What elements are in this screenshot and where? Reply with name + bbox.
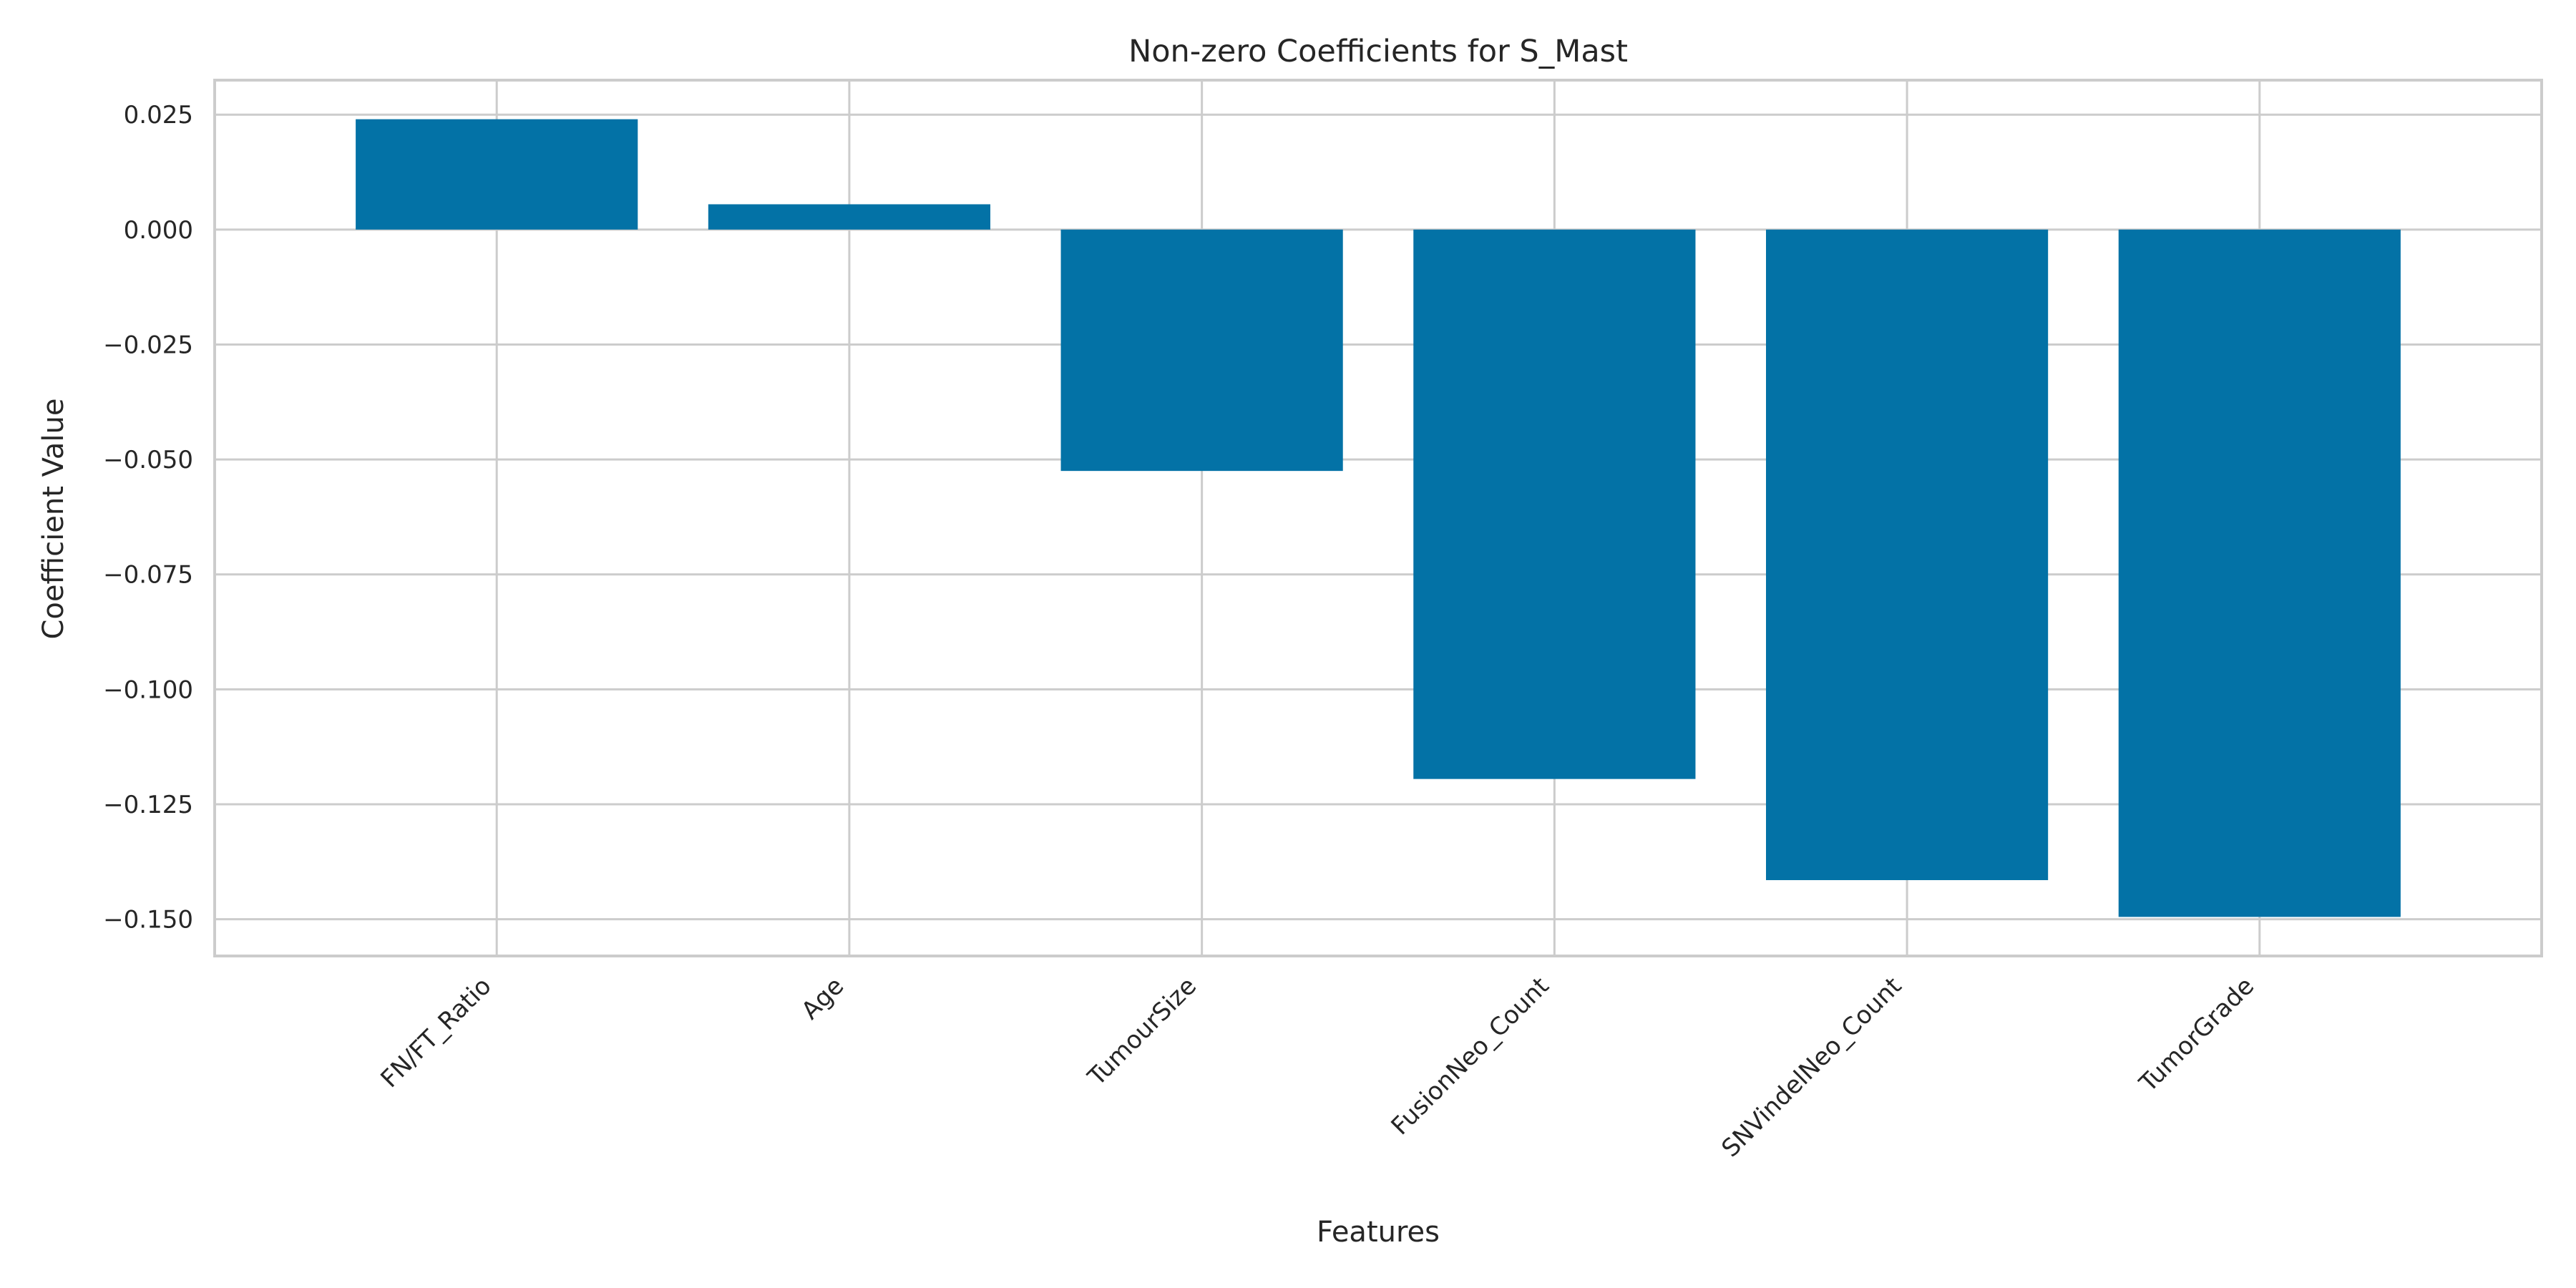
y-tick-label: −0.025 [103, 331, 193, 359]
y-tick-label: 0.025 [124, 101, 193, 130]
plot-frame [213, 79, 2543, 957]
y-tick-label: −0.125 [103, 791, 193, 819]
y-tick-labels: 0.025 0.000 −0.025 −0.050 −0.075 −0.100 −0.125… [103, 101, 193, 934]
y-axis-title: Coefficient Value [37, 399, 70, 640]
y-tick-label: −0.075 [103, 561, 193, 590]
y-tick-label: −0.150 [103, 906, 193, 935]
bar-fusionneo-count [1413, 229, 1696, 779]
y-tick-label: −0.100 [103, 675, 193, 704]
bar-tumoursize [1060, 229, 1343, 472]
y-tick-label: 0.000 [124, 216, 193, 245]
x-tick-label: TumorGrade [2134, 972, 2260, 1098]
bar-tumorgrade [2118, 229, 2401, 917]
bar-age [708, 204, 990, 230]
x-axis-title: Features [1317, 1216, 1440, 1249]
x-tick-label: FusionNeo_Count [1386, 972, 1555, 1141]
bar-snvindelneo-count [1766, 229, 2049, 880]
bar-layer [356, 119, 2401, 917]
chart-title: Non-zero Coefficients for S_Mast [1128, 34, 1628, 69]
x-tick-labels: FN/FT_Ratio Age TumourSize FusionNeo_Count S… [376, 972, 2260, 1163]
y-tick-label: −0.050 [103, 446, 193, 474]
x-tick-label: SNVindelNeo_Count [1716, 972, 1907, 1163]
x-tick-label: FN/FT_Ratio [376, 972, 497, 1093]
x-tick-label: Age [796, 972, 849, 1025]
x-tick-label: TumourSize [1082, 972, 1202, 1092]
bar-fn-ft-ratio [356, 119, 638, 230]
